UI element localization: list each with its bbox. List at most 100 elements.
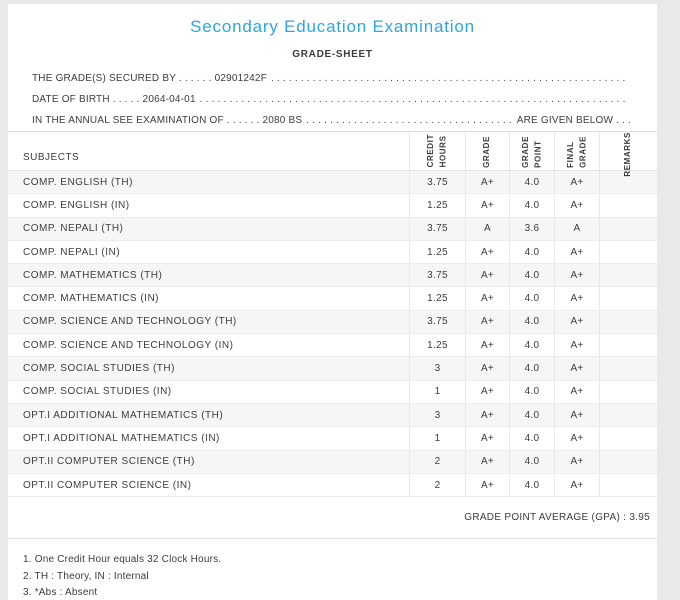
grade-cell: A+ [465, 287, 509, 310]
credit-hours-cell: 1.25 [409, 287, 465, 310]
table-row: COMP. SCIENCE AND TECHNOLOGY (TH) 3.75 A… [8, 310, 657, 335]
subject-cell: COMP. SCIENCE AND TECHNOLOGY (TH) [23, 316, 237, 328]
table-row: COMP. MATHEMATICS (TH) 3.75 A+ 4.0 A+ [8, 264, 657, 288]
remarks-cell [599, 403, 657, 427]
table-row: OPT.I ADDITIONAL MATHEMATICS (IN) 1 A+ 4… [8, 427, 657, 451]
grade-sheet-card: Secondary Education Examination GRADE-SH… [8, 4, 657, 600]
table-row: OPT.I ADDITIONAL MATHEMATICS (TH) 3 A+ 4… [8, 403, 657, 428]
subject-cell: COMP. NEPALI (TH) [23, 223, 124, 235]
dotted-filler: . . . . . . . . . . . . . . . . . . . . … [306, 115, 512, 126]
footnote-credit-hours: 1. One Credit Hour equals 32 Clock Hours… [23, 554, 222, 566]
credit-hours-column-header: CREDIT HOURS [409, 132, 465, 173]
remarks-cell [599, 380, 657, 403]
subject-cell: COMP. SOCIAL STUDIES (IN) [23, 386, 172, 398]
grade-point-cell: 4.0 [509, 427, 554, 450]
final-grade-cell: A [554, 217, 599, 240]
grade-point-header-label: GRADE POINT [520, 135, 542, 168]
subject-cell: COMP. SCIENCE AND TECHNOLOGY (IN) [23, 339, 234, 351]
grade-point-cell: 4.0 [509, 240, 554, 264]
gpa-line: GRADE POINT AVERAGE (GPA) : 3.95 [8, 497, 657, 540]
grade-column-header: GRADE [465, 132, 509, 173]
remarks-cell [599, 264, 657, 287]
remarks-cell [599, 450, 657, 473]
remarks-column-header: REMARKS [599, 132, 657, 177]
remarks-cell [599, 427, 657, 450]
final-grade-cell: A+ [554, 450, 599, 473]
credit-hours-cell: 1.25 [409, 334, 465, 357]
footnote-th-in: 2. TH : Theory, IN : Internal [23, 570, 149, 582]
grade-cell: A+ [465, 427, 509, 450]
final-grade-cell: A+ [554, 194, 599, 217]
final-grade-cell: A+ [554, 357, 599, 380]
remarks-cell [599, 171, 657, 194]
remarks-cell [599, 217, 657, 240]
grade-point-column-header: GRADE POINT [509, 132, 554, 173]
footnote-abs: 3. *Abs : Absent [23, 587, 98, 599]
final-grade-cell: A+ [554, 240, 599, 264]
grade-point-cell: 4.0 [509, 403, 554, 427]
table-row: OPT.II COMPUTER SCIENCE (IN) 2 A+ 4.0 A+ [8, 473, 657, 498]
grade-point-cell: 3.6 [509, 217, 554, 240]
grades-table: SUBJECTS CREDIT HOURS GRADE GRADE POINT … [8, 131, 657, 498]
credit-hours-cell: 3 [409, 357, 465, 380]
final-grade-column-header: FINAL GRADE [554, 132, 599, 173]
grade-cell: A [465, 217, 509, 240]
credit-hours-cell: 3.75 [409, 310, 465, 334]
subject-cell: COMP. ENGLISH (TH) [23, 176, 133, 188]
table-row: COMP. SOCIAL STUDIES (IN) 1 A+ 4.0 A+ [8, 380, 657, 404]
final-grade-cell: A+ [554, 310, 599, 334]
grade-point-cell: 4.0 [509, 380, 554, 403]
grade-cell: A+ [465, 310, 509, 334]
table-row: COMP. NEPALI (TH) 3.75 A 3.6 A [8, 217, 657, 241]
final-grade-header-label: FINAL GRADE [565, 135, 587, 168]
statement-line-date-of-birth: DATE OF BIRTH . . . . . 2064-04-01 . . .… [32, 89, 631, 110]
grade-cell: A+ [465, 334, 509, 357]
final-grade-cell: A+ [554, 334, 599, 357]
table-body: COMP. ENGLISH (TH) 3.75 A+ 4.0 A+ COMP. … [8, 171, 657, 498]
remarks-cell [599, 357, 657, 380]
remarks-cell [599, 287, 657, 310]
credit-hours-cell: 3 [409, 403, 465, 427]
remarks-cell [599, 473, 657, 497]
table-row: COMP. ENGLISH (TH) 3.75 A+ 4.0 A+ [8, 171, 657, 195]
statement-text: DATE OF BIRTH . . . . . 2064-04-01 [32, 94, 196, 105]
credit-hours-cell: 1.25 [409, 194, 465, 217]
table-row: COMP. MATHEMATICS (IN) 1.25 A+ 4.0 A+ [8, 287, 657, 311]
statement-line-examination-year: IN THE ANNUAL SEE EXAMINATION OF . . . .… [32, 110, 631, 131]
statement-line-grades-secured-by: THE GRADE(S) SECURED BY . . . . . . 0290… [32, 68, 631, 89]
table-row: OPT.II COMPUTER SCIENCE (TH) 2 A+ 4.0 A+ [8, 450, 657, 474]
grade-point-cell: 4.0 [509, 310, 554, 334]
credit-hours-cell: 3.75 [409, 217, 465, 240]
final-grade-cell: A+ [554, 264, 599, 287]
credit-hours-cell: 3.75 [409, 171, 465, 194]
final-grade-cell: A+ [554, 380, 599, 403]
subject-cell: COMP. ENGLISH (IN) [23, 199, 130, 211]
statement-text: THE GRADE(S) SECURED BY . . . . . . 0290… [32, 73, 268, 84]
subject-cell: COMP. MATHEMATICS (TH) [23, 269, 163, 281]
grade-point-cell: 4.0 [509, 450, 554, 473]
subject-cell: COMP. NEPALI (IN) [23, 246, 121, 258]
subjects-column-header: SUBJECTS [8, 132, 409, 173]
page-title: Secondary Education Examination [190, 17, 475, 36]
grade-point-cell: 4.0 [509, 194, 554, 217]
subject-cell: OPT.I ADDITIONAL MATHEMATICS (TH) [23, 409, 224, 421]
table-row: COMP. SOCIAL STUDIES (TH) 3 A+ 4.0 A+ [8, 357, 657, 381]
statement-text: IN THE ANNUAL SEE EXAMINATION OF . . . .… [32, 115, 303, 126]
grade-point-cell: 4.0 [509, 264, 554, 287]
grade-point-cell: 4.0 [509, 171, 554, 194]
final-grade-cell: A+ [554, 427, 599, 450]
grade-cell: A+ [465, 403, 509, 427]
final-grade-cell: A+ [554, 171, 599, 194]
subject-cell: COMP. MATHEMATICS (IN) [23, 293, 159, 305]
credit-hours-header-label: CREDIT HOURS [426, 134, 448, 168]
grade-point-cell: 4.0 [509, 473, 554, 497]
grade-cell: A+ [465, 450, 509, 473]
subject-cell: COMP. SOCIAL STUDIES (TH) [23, 363, 175, 375]
grade-cell: A+ [465, 473, 509, 497]
remarks-cell [599, 310, 657, 334]
grade-sheet-subtitle: GRADE-SHEET [292, 49, 373, 60]
final-grade-cell: A+ [554, 403, 599, 427]
grade-point-cell: 4.0 [509, 357, 554, 380]
dotted-filler: . . . . . . . . . . . . . . . . . . . . … [271, 73, 627, 84]
table-header-row: SUBJECTS CREDIT HOURS GRADE GRADE POINT … [8, 131, 657, 177]
